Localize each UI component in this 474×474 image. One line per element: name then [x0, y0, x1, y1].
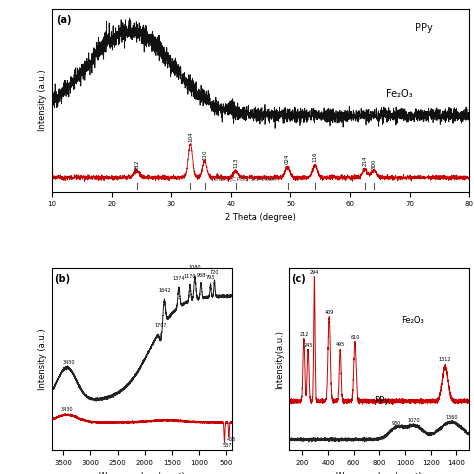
X-axis label: Wavenumber (cm⁻¹): Wavenumber (cm⁻¹): [337, 472, 422, 474]
Text: 1374: 1374: [173, 276, 185, 289]
Text: 294: 294: [310, 270, 319, 275]
Text: 245: 245: [303, 343, 313, 347]
Text: 537: 537: [222, 442, 232, 448]
Text: PPy: PPy: [415, 23, 433, 33]
Text: (b): (b): [54, 273, 70, 283]
Text: 1070: 1070: [408, 418, 420, 423]
Text: 3430: 3430: [61, 407, 73, 415]
Text: 930: 930: [392, 421, 401, 426]
Text: 610: 610: [350, 335, 360, 340]
Text: 110: 110: [202, 149, 207, 160]
Text: 1642: 1642: [158, 288, 171, 300]
Text: 1170: 1170: [184, 274, 196, 285]
Y-axis label: Intensity (a.u.): Intensity (a.u.): [37, 328, 46, 390]
Text: 300: 300: [372, 158, 376, 169]
Text: 1707: 1707: [155, 323, 167, 337]
Text: (a): (a): [56, 15, 72, 25]
Text: 455: 455: [227, 437, 237, 442]
Text: 1312: 1312: [439, 357, 451, 363]
Text: 024: 024: [285, 154, 290, 164]
Text: 968: 968: [196, 273, 206, 284]
Text: 495: 495: [336, 342, 345, 347]
Text: Fe₂O₃: Fe₂O₃: [386, 89, 412, 99]
Text: PPy: PPy: [374, 396, 389, 405]
X-axis label: 2 Theta (degree): 2 Theta (degree): [225, 213, 296, 222]
Text: 720: 720: [210, 270, 219, 281]
Text: 104: 104: [188, 132, 193, 142]
Text: Fe₂O₃ JCPDS 33-0664: Fe₂O₃ JCPDS 33-0664: [210, 177, 276, 182]
Y-axis label: Intensity (a.u.): Intensity (a.u.): [37, 70, 46, 131]
Text: 214: 214: [363, 156, 367, 166]
Text: 113: 113: [233, 158, 238, 168]
Text: 212: 212: [299, 332, 309, 337]
Text: 012: 012: [134, 159, 139, 170]
Text: 116: 116: [312, 152, 318, 162]
Text: 409: 409: [325, 310, 334, 315]
Text: 3430: 3430: [62, 360, 75, 367]
Text: 1360: 1360: [445, 415, 457, 419]
Text: (c): (c): [291, 273, 306, 283]
Text: 1080: 1080: [189, 265, 201, 277]
Text: 793: 793: [206, 275, 215, 285]
X-axis label: Wavenumber (cm⁻¹): Wavenumber (cm⁻¹): [99, 472, 185, 474]
Y-axis label: Intensity(a.u.): Intensity(a.u.): [275, 330, 284, 389]
Text: Fe₂O₃: Fe₂O₃: [401, 316, 424, 325]
